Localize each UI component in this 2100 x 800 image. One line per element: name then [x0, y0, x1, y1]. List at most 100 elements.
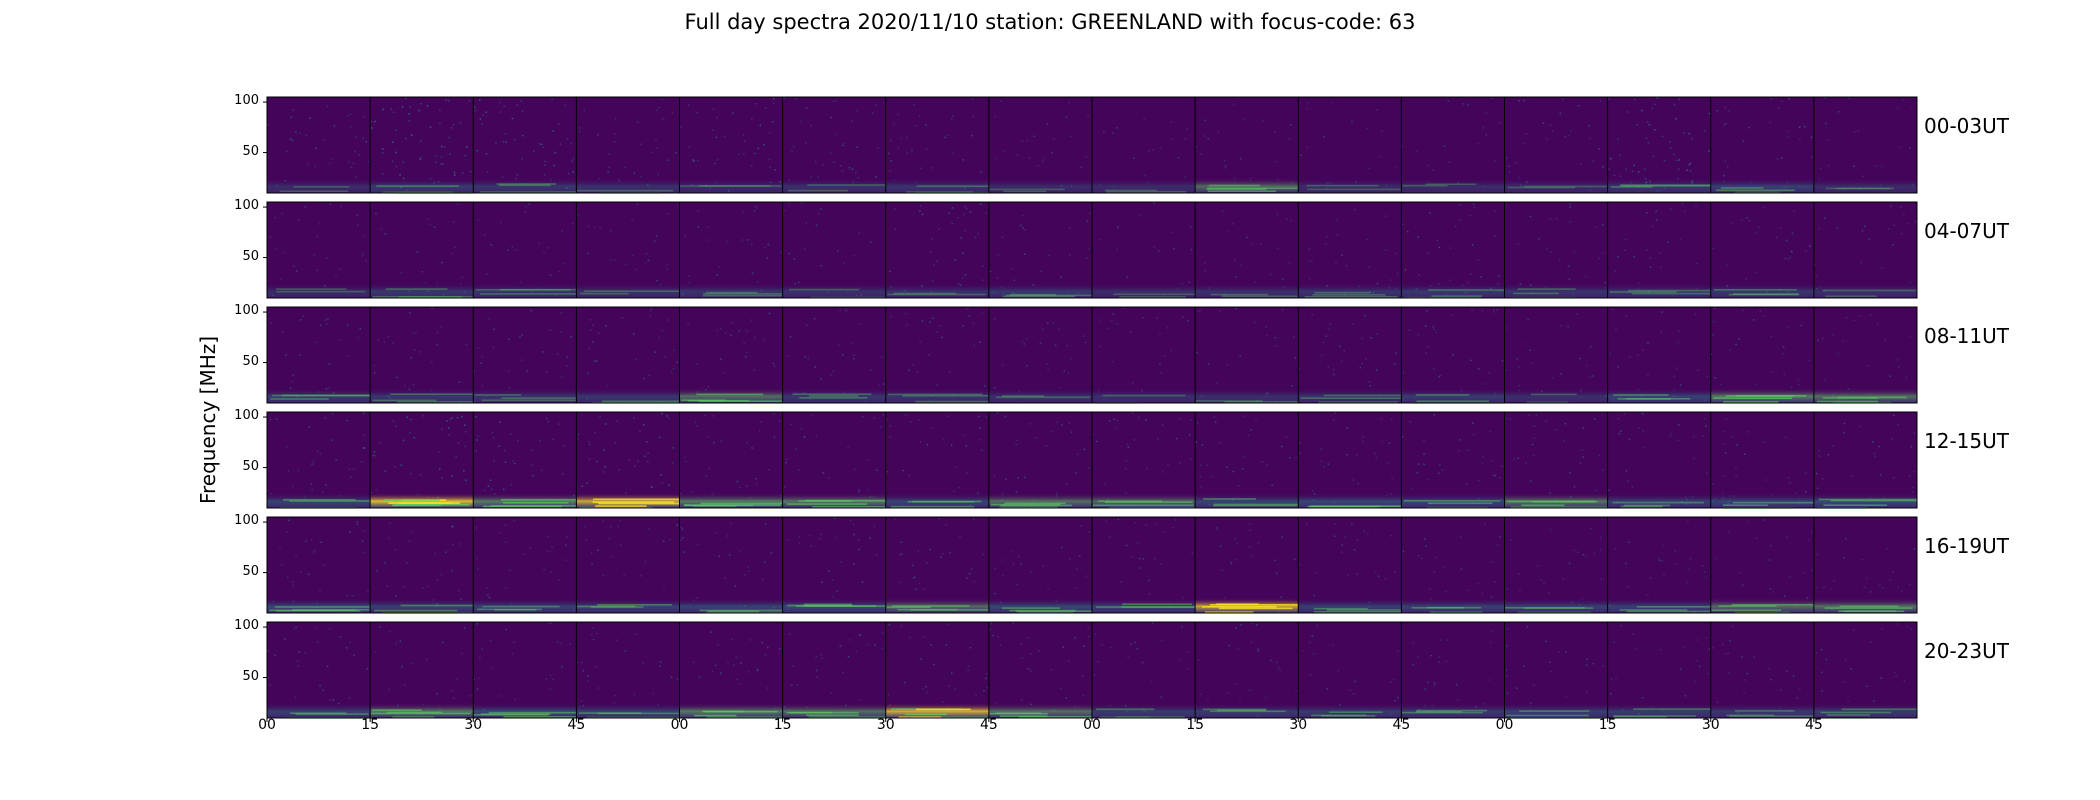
spectrum-panel — [1607, 517, 1711, 613]
spectrum-panel — [575, 97, 680, 194]
spectrum-panel — [575, 307, 680, 404]
row-frame — [266, 411, 1918, 509]
spectrum-panel — [1194, 307, 1299, 403]
x-tick-label: 30 — [1289, 717, 1308, 733]
spectrum-panel — [1400, 202, 1505, 299]
row-label: 04-07UT — [1924, 219, 2009, 243]
spectrum-panel — [782, 97, 886, 193]
spectrum-panel — [988, 517, 1092, 614]
spectrum-panel — [988, 412, 1092, 509]
x-tick-label: 15 — [773, 717, 792, 733]
row-label: 00-03UT — [1924, 114, 2009, 138]
spectrum-panel — [1194, 97, 1299, 193]
spectrum-panel — [1504, 517, 1608, 614]
spectrum-panel — [1504, 202, 1608, 299]
spectrum-panel — [267, 517, 371, 613]
spectrum-panel — [1813, 517, 1917, 613]
spectrum-panel — [1710, 307, 1814, 403]
spectrum-panel — [369, 202, 474, 298]
spectrum-panel — [575, 202, 680, 298]
spectrum-panel — [679, 622, 783, 719]
x-tick-label: 00 — [258, 717, 276, 733]
spectrum-panel — [369, 622, 474, 718]
spectrum-panel — [679, 202, 783, 298]
y-tick-label: 100 — [234, 513, 259, 529]
x-tick-label: 15 — [1598, 717, 1617, 733]
spectrum-panel — [472, 307, 577, 403]
spectrum-panel — [1091, 307, 1196, 404]
spectrum-panel — [267, 202, 371, 298]
spectrum-panel — [1813, 97, 1917, 193]
spectrum-panel — [267, 97, 371, 193]
spectrum-panel — [369, 97, 474, 194]
spectrum-panel — [782, 307, 886, 403]
spectrum-panel — [782, 412, 886, 508]
spectrum-panel — [1091, 97, 1196, 193]
y-tick-label: 100 — [234, 303, 259, 319]
spectrum-panel — [988, 622, 1092, 718]
spectrum-panel — [1607, 202, 1711, 298]
spectrum-panel — [1091, 412, 1196, 509]
row-label: 20-23UT — [1924, 639, 2009, 663]
spectrum-panel — [885, 622, 989, 719]
spectrum-panel — [1400, 412, 1505, 509]
spectrum-panel — [369, 517, 474, 614]
spectra-row-16-19UT — [263, 516, 1918, 614]
spectrum-panel — [267, 412, 371, 509]
spectrum-panel — [1710, 517, 1814, 614]
spectrum-panel — [885, 307, 989, 403]
row-frame — [266, 516, 1918, 614]
spectra-row-08-11UT — [263, 306, 1918, 404]
spectrum-panel — [1607, 97, 1711, 193]
spectrum-panel — [1813, 307, 1917, 404]
spectrum-panel — [1091, 202, 1196, 298]
spectrum-panel — [988, 307, 1092, 403]
spectrum-panel — [1813, 202, 1917, 298]
spectrum-panel — [1400, 307, 1505, 404]
spectrum-panel — [885, 517, 989, 613]
spectrum-panel — [1400, 97, 1505, 193]
y-tick-label: 50 — [242, 353, 259, 369]
spectrum-panel — [679, 307, 783, 403]
chart-title: Full day spectra 2020/11/10 station: GRE… — [684, 10, 1416, 34]
spectrum-panel — [267, 307, 371, 403]
spectrum-panel — [575, 517, 680, 613]
x-tick-label: 30 — [1701, 717, 1720, 733]
spectrum-panel — [575, 412, 680, 509]
spectrum-panel — [988, 97, 1092, 193]
spectrum-panel — [1194, 202, 1299, 298]
spectrum-panel — [472, 517, 577, 613]
x-tick-label: 45 — [979, 717, 998, 733]
spectrum-panel — [1710, 202, 1814, 298]
spectrum-panel — [782, 517, 886, 613]
row-label: 16-19UT — [1924, 534, 2009, 558]
row-frame — [266, 306, 1918, 404]
spectrum-panel — [1504, 412, 1608, 509]
spectrum-panel — [885, 97, 989, 194]
spectrum-panel — [1297, 622, 1402, 718]
x-tick-label: 00 — [1495, 717, 1514, 733]
spectrum-panel — [472, 412, 577, 508]
spectrum-panel — [1710, 97, 1814, 194]
y-tick-label: 100 — [234, 408, 259, 424]
spectrum-panel — [885, 412, 989, 508]
spectrum-panel — [1813, 622, 1917, 718]
row-label: 12-15UT — [1924, 429, 2009, 453]
spectrum-panel — [679, 412, 783, 508]
row-label: 08-11UT — [1924, 324, 2009, 348]
spectrum-panel — [1297, 412, 1402, 508]
spectrum-panel — [988, 202, 1092, 298]
y-tick-label: 50 — [242, 458, 259, 474]
y-tick-label: 100 — [234, 93, 259, 109]
y-tick-label: 50 — [242, 143, 259, 159]
spectra-row-12-15UT — [263, 411, 1918, 509]
x-tick-label: 30 — [876, 717, 895, 733]
x-tick-label: 00 — [1083, 717, 1101, 733]
spectrum-panel — [1607, 307, 1711, 403]
spectrum-panel — [472, 622, 577, 718]
x-tick-label: 00 — [670, 717, 689, 733]
spectra-row-00-03UT — [263, 96, 1918, 194]
row-frame — [266, 96, 1918, 194]
spectrum-panel — [1297, 202, 1402, 298]
